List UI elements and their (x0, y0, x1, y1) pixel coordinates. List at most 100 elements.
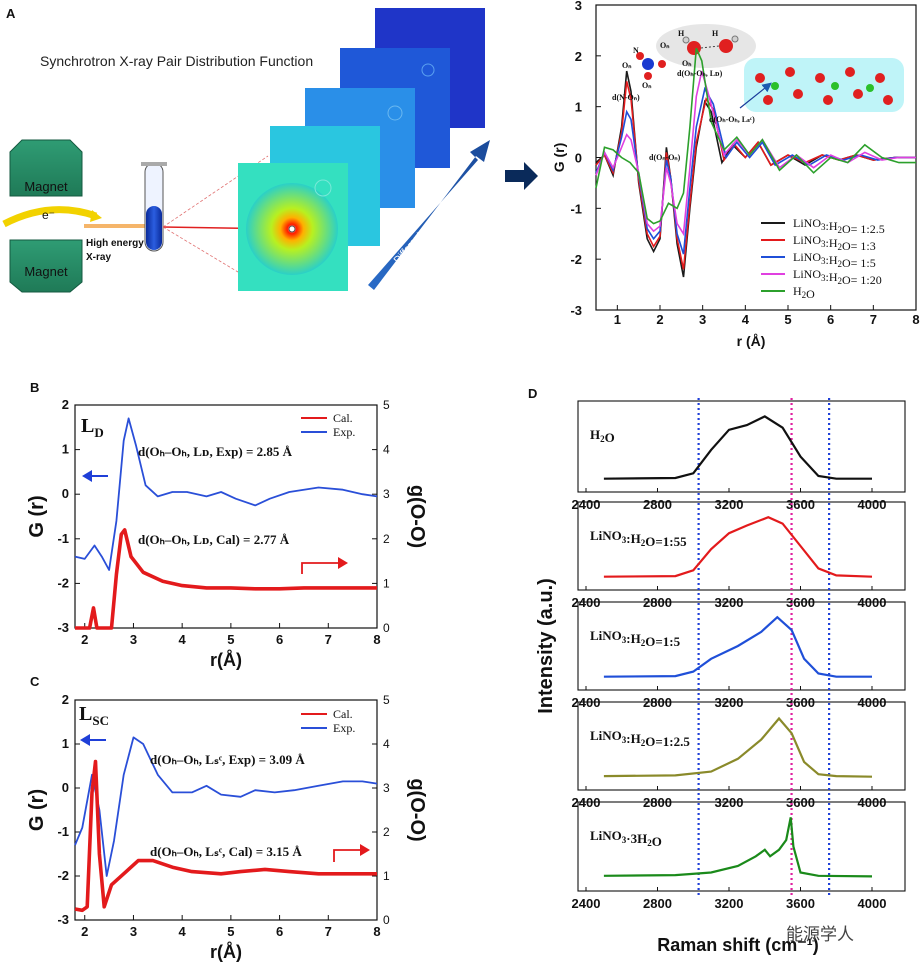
detector-frames (238, 8, 485, 291)
panel-a-label: A (6, 6, 16, 21)
x-tick-label: 2800 (643, 497, 672, 512)
x-tick-label: 3600 (786, 896, 815, 911)
y-tick-label: 0 (575, 151, 582, 166)
x-axis-label: Raman shift (cm⁻¹) (657, 935, 819, 955)
magnet-bottom-label: Magnet (24, 264, 68, 279)
y-axis-label-right: g(O-O) (406, 778, 428, 841)
spectrum-label: LiNO3:H2O=1:55 (590, 528, 687, 549)
x-tick-label: 2800 (643, 896, 672, 911)
x-tick-label: 3 (699, 312, 706, 327)
x-tick-label: 5 (784, 312, 791, 327)
x-tick-label: 3200 (715, 896, 744, 911)
x-tick-label: 7 (325, 924, 332, 939)
chart-d: D 2400 2800 3200 3600 4000 2400 2800 3200 3600 40… (528, 386, 906, 955)
legend-entry: LiNO3:H2O= 1:2.5 (793, 216, 885, 236)
y-tick-label-left: 0 (62, 486, 69, 501)
spectrum-label: LiNO3:H2O=1:2.5 (590, 728, 690, 749)
x-tick-label: 4 (179, 632, 187, 647)
legend-entry: LiNO3:H2O= 1:5 (793, 250, 876, 270)
anno-b-cal: d(Oₕ–Oₕ, Lᴅ, Cal) = 2.77 Å (138, 532, 290, 547)
sample-tube (141, 162, 167, 252)
arrow-to-left-axis (82, 470, 108, 482)
anno-d-ld: d(Oₕ-Oₕ, Lᴅ) (677, 69, 723, 78)
y-tick-label-right: 1 (383, 576, 390, 590)
y-tick-label-right: 4 (383, 737, 390, 751)
anno-d-on-on: d(Oₙ-Oₙ) (649, 153, 681, 162)
panel-a-schematic: A Synchrotron X-ray Pair Distribution Fu… (2, 6, 538, 293)
y-tick-label: -2 (570, 252, 582, 267)
series-line (595, 70, 916, 237)
y-axis-label: Intensity (a.u.) (535, 578, 557, 714)
plot-frame (74, 699, 378, 921)
x-tick-label: 4 (179, 924, 187, 939)
series-line (595, 86, 916, 255)
y-tick-label: 2 (575, 49, 582, 64)
spectrum-line (603, 415, 872, 480)
x-tick-label: 2 (81, 924, 88, 939)
magnet-top: Magnet (9, 139, 83, 197)
anno-c-exp: d(Oₕ–Oₕ, Lₛᶜ, Exp) = 3.09 Å (150, 752, 305, 767)
y-axis-label-left: G (r) (26, 789, 48, 831)
y-tick-label: -1 (570, 201, 582, 216)
y-axis-label-right: g(O-O) (406, 485, 428, 548)
series-line (75, 528, 377, 630)
legend-entry: LiNO3:H2O= 1:20 (793, 267, 882, 287)
y-tick-label-left: 2 (62, 692, 69, 707)
y-tick-label-left: 2 (62, 397, 69, 412)
spectrum-line (603, 817, 873, 878)
y-axis-label-left: G (r) (26, 495, 48, 537)
chart-c-title: LSC (79, 703, 109, 728)
legend-entry: LiNO3:H2O= 1:3 (793, 233, 876, 253)
x-tick-label: 3 (130, 924, 137, 939)
y-tick-label-right: 0 (383, 913, 390, 927)
anno-n: N (633, 46, 639, 55)
chart-b-title: LD (81, 415, 104, 440)
anno-on3: Oₙ (642, 81, 651, 90)
x-tick-label: 4 (742, 312, 750, 327)
y-tick-label-left: 1 (62, 736, 69, 751)
x-tick-label: 4000 (858, 896, 887, 911)
arrow-to-right-axis (301, 557, 348, 574)
series-line (74, 736, 378, 877)
anno-d-lsc: d(Oₕ-Oₕ, Lₛᶜ) (709, 115, 755, 124)
y-tick-label-right: 4 (383, 443, 390, 457)
anno-b-exp: d(Oₕ–Oₕ, Lᴅ, Exp) = 2.85 Å (138, 444, 293, 459)
spectrum-label: LiNO3:H2O=1:5 (590, 628, 681, 649)
arrow-to-left-axis-c (80, 734, 106, 746)
x-tick-label: 6 (276, 632, 283, 647)
x-tick-label: 1 (614, 312, 621, 327)
panel-b-label: B (30, 380, 39, 395)
y-axis-label: G (r) (551, 143, 567, 173)
x-tick-label: 6 (827, 312, 834, 327)
x-tick-label: 2 (656, 312, 663, 327)
series-line (595, 81, 916, 270)
spectrum-label: H2O (590, 427, 615, 445)
electron-beam (2, 206, 98, 228)
x-axis-label: r(Å) (210, 942, 242, 962)
x-tick-label: 3600 (786, 497, 815, 512)
schematic-title: Synchrotron X-ray Pair Distribution Func… (40, 53, 313, 69)
x-axis-label: r(Å) (210, 650, 242, 670)
plot-frame (74, 404, 378, 629)
anno-oh: Oₕ (682, 59, 691, 68)
legend-entry: Cal. (333, 707, 353, 721)
y-tick-label-left: -3 (57, 912, 69, 927)
anno-h1: H (678, 29, 685, 38)
x-tick-label: 5 (227, 924, 234, 939)
x-tick-label: 7 (325, 632, 332, 647)
x-tick-label: 5 (227, 632, 234, 647)
x-axis-label: r (Å) (737, 333, 766, 349)
y-tick-label-right: 2 (383, 532, 390, 546)
beam-label-1: High energy (86, 238, 144, 249)
legend-entry: Exp. (333, 721, 355, 735)
xray-beam (84, 224, 146, 228)
series-line (74, 759, 377, 913)
electron-label: e⁻ (42, 208, 55, 222)
y-tick-label-left: 0 (62, 780, 69, 795)
spectrum-frame (577, 601, 906, 691)
anno-c-cal: d(Oₕ–Oₕ, Lₛᶜ, Cal) = 3.15 Å (150, 844, 302, 859)
beam-label-2: X-ray (86, 252, 111, 263)
